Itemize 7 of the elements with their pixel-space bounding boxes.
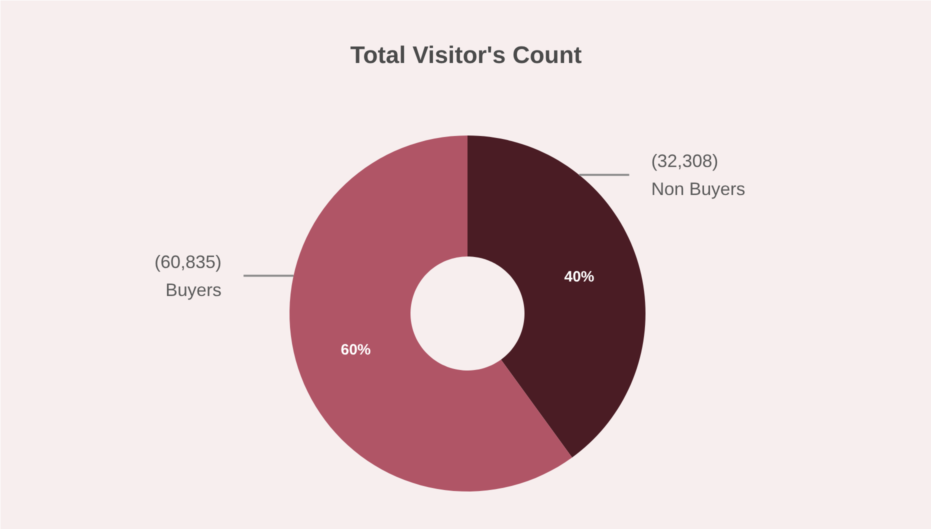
text: (32,308): [651, 150, 718, 171]
chart-title: Total Visitor's Count: [350, 42, 582, 69]
data-label: 40%: [564, 268, 594, 286]
slice-label: Buyers: [166, 280, 222, 300]
text: (60,835): [154, 252, 222, 272]
data-label: 60%: [340, 341, 371, 358]
slice-label: Non Buyers: [651, 178, 746, 199]
